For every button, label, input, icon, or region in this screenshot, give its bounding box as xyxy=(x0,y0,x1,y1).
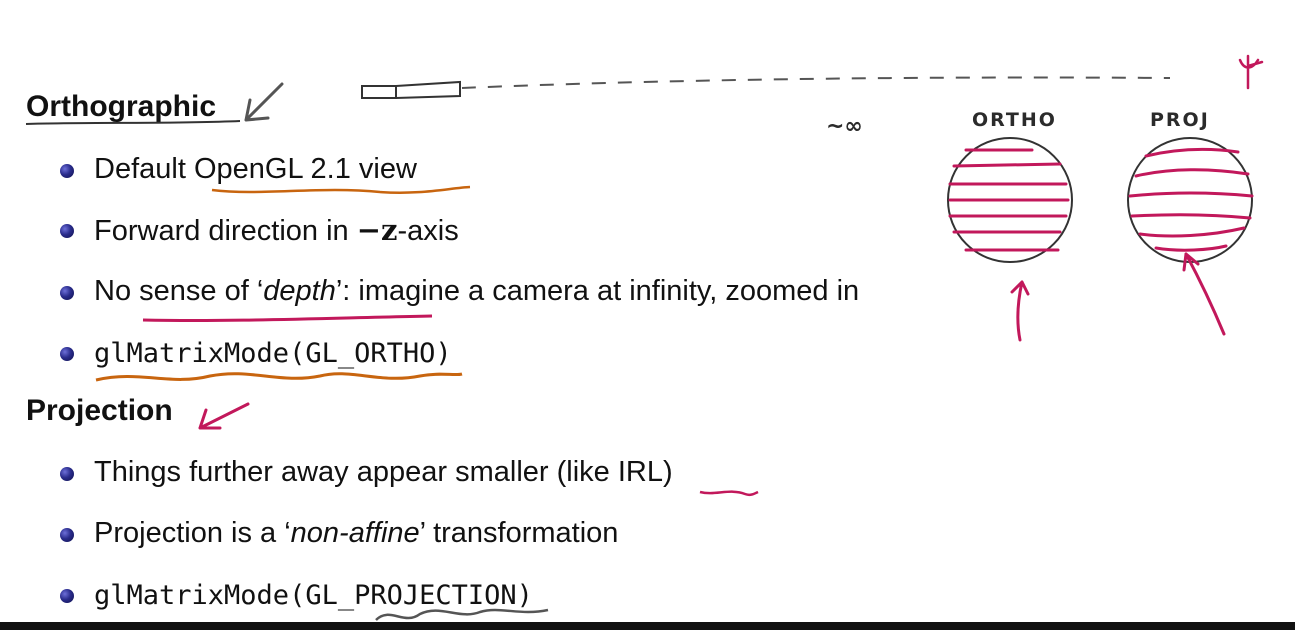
ortho-bullet-2: Forward direction in −z-axis xyxy=(94,213,459,248)
ortho-bullet-3-emph: depth xyxy=(263,275,336,307)
bullet-icon xyxy=(60,467,74,481)
bottom-bar xyxy=(0,622,1295,630)
proj-bullet-2-prefix: Projection is a ‘ xyxy=(94,517,291,549)
gray-arrow-icon xyxy=(244,82,284,122)
ortho-sphere xyxy=(947,137,1073,263)
underline-depth xyxy=(142,314,433,323)
proj-bullet-2-suffix: ’ transformation xyxy=(419,517,619,549)
underline-gl-projection xyxy=(375,608,549,621)
underline-gl-ortho xyxy=(95,372,463,382)
bullet-icon xyxy=(60,347,74,361)
proj-bullet-1: Things further away appear smaller (like… xyxy=(94,456,673,488)
infinity-label: ~∞ xyxy=(826,114,863,139)
ortho-bullet-3: No sense of ‘depth’: imagine a camera at… xyxy=(94,275,859,308)
ortho-bullet-2-prefix: Forward direction in xyxy=(94,215,357,247)
proj-bullet-2-emph: non-affine xyxy=(290,517,420,549)
heading-projection: Projection xyxy=(26,394,173,427)
underline-irl xyxy=(699,490,759,497)
proj-sphere xyxy=(1127,137,1254,263)
dashed-view-line xyxy=(461,76,1171,89)
ortho-arrow-icon xyxy=(1010,280,1030,342)
bullet-icon xyxy=(60,528,74,542)
figure-icon xyxy=(1238,54,1264,90)
ortho-bullet-2-suffix: -axis xyxy=(397,215,459,247)
proj-arrow-icon xyxy=(1182,252,1226,336)
underline-opengl xyxy=(211,185,471,194)
ortho-bullet-3-suffix: ’: imagine a camera at infinity, zoomed … xyxy=(335,275,860,307)
ortho-bullet-3-prefix: No sense of ‘ xyxy=(94,275,264,307)
proj-bullet-2: Projection is a ‘non-affine’ transformat… xyxy=(94,517,618,550)
bullet-icon xyxy=(60,164,74,178)
bullet-icon xyxy=(60,224,74,238)
magenta-arrow-icon xyxy=(198,402,250,430)
bullet-icon xyxy=(60,286,74,300)
ortho-bullet-2-math: −z xyxy=(356,213,398,247)
bullet-icon xyxy=(60,589,74,603)
ortho-bullet-1: Default OpenGL 2.1 view xyxy=(94,153,417,185)
heading-orthographic: Orthographic xyxy=(26,90,217,123)
ortho-bullet-4-code: glMatrixMode(GL_ORTHO) xyxy=(94,338,452,369)
ortho-label: ORTHO xyxy=(972,109,1057,131)
camera-icon xyxy=(361,80,461,99)
proj-bullet-3-code: glMatrixMode(GL_PROJECTION) xyxy=(94,580,533,611)
proj-label: PROJ xyxy=(1150,109,1210,131)
